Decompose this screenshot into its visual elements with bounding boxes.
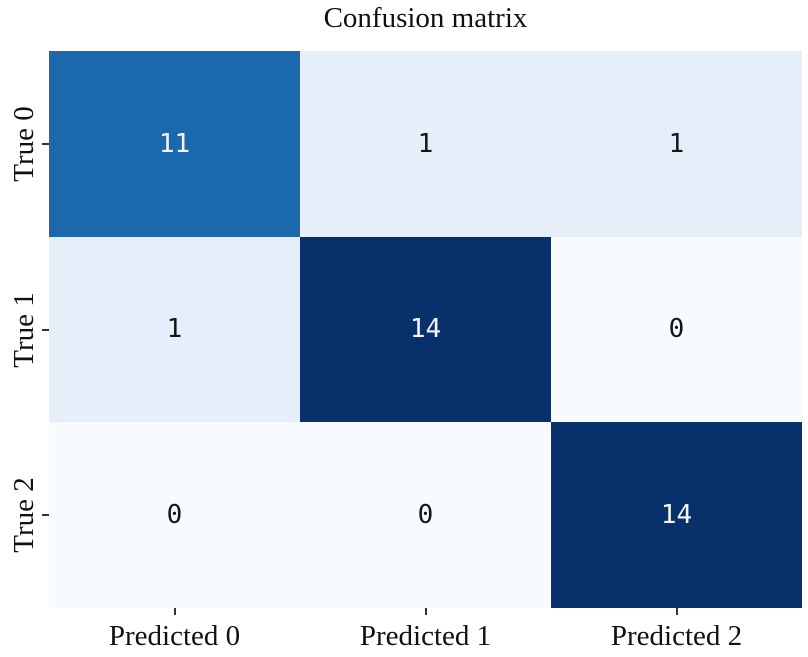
- heatmap-cell-r1c1: 14: [300, 236, 551, 423]
- x-tick-label-predicted-0: Predicted 0: [108, 620, 241, 652]
- heatmap-cell-r1c2: 0: [551, 236, 802, 423]
- heatmap-cell-r0c2: 1: [551, 51, 802, 237]
- heatmap-cell-r2c0: 0: [49, 422, 300, 608]
- heatmap-grid: 11 1 1 1 14 0 0 0 14: [49, 51, 802, 608]
- heatmap-cell-r1c0: 1: [49, 236, 300, 423]
- y-axis-tick-2: [42, 514, 49, 517]
- x-axis-tick-1: [424, 608, 427, 615]
- x-tick-label-predicted-1: Predicted 1: [359, 620, 492, 652]
- heatmap-cell-r0c1: 1: [300, 51, 551, 237]
- y-tick-label-true-0: True 0: [8, 106, 40, 182]
- heatmap-cell-r0c0: 11: [49, 51, 300, 237]
- chart-title: Confusion matrix: [323, 2, 528, 34]
- y-axis-tick-1: [42, 328, 49, 331]
- heatmap-cell-r2c1: 0: [300, 422, 551, 608]
- x-axis-tick-0: [173, 608, 176, 615]
- y-tick-label-true-1: True 1: [8, 291, 40, 368]
- y-axis-tick-0: [42, 142, 49, 145]
- x-axis-tick-2: [675, 608, 678, 615]
- x-tick-label-predicted-2: Predicted 2: [610, 620, 743, 652]
- heatmap-cell-r2c2: 14: [551, 422, 802, 608]
- y-tick-label-true-2: True 2: [8, 477, 40, 553]
